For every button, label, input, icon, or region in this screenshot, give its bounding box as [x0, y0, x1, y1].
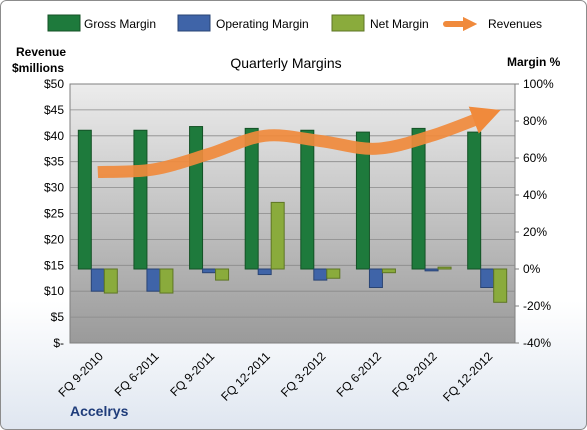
right-tick-label: 20% [523, 225, 547, 239]
left-tick-label: $35 [44, 155, 64, 169]
left-tick-label: $- [53, 336, 64, 350]
right-tick-label: -40% [523, 336, 551, 350]
gross-margin-bar [300, 129, 315, 270]
operating-margin-bar [368, 268, 383, 288]
right-tick-label: 60% [523, 151, 547, 165]
operating-margin-bar [480, 268, 495, 288]
left-tick-label: $45 [44, 103, 64, 117]
net-margin-bar [381, 268, 396, 274]
right-tick-label: 80% [523, 114, 547, 128]
right-axis-ticks: -40% -20% 0% 20% 40% 60% 80% 100% [515, 77, 554, 350]
revenues-line-path [97, 106, 501, 179]
left-tick-label: $40 [44, 129, 64, 143]
legend-label-gross-margin: Gross Margin [84, 17, 156, 31]
legend-label-operating-margin: Operating Margin [216, 17, 309, 31]
right-tick-label: 0% [523, 262, 541, 276]
bars [77, 126, 508, 303]
left-tick-label: $30 [44, 181, 64, 195]
operating-margin-bar [146, 268, 161, 292]
company-label: Accelrys [70, 403, 129, 419]
left-axis-title-line2: $millions [12, 61, 64, 75]
operating-margin-bar [257, 268, 272, 276]
gross-margin-bar [411, 127, 426, 270]
operating-margin-bar [202, 268, 217, 274]
legend-swatch-operating-margin [177, 14, 211, 32]
left-tick-label: $15 [44, 258, 64, 272]
net-margin-bar [326, 268, 341, 279]
left-tick-label: $20 [44, 232, 64, 246]
operating-margin-bar [424, 268, 439, 272]
chart-title: Quarterly Margins [230, 55, 341, 71]
gross-margin-bar [244, 127, 259, 270]
left-axis-ticks: $- $5 $10 $15 $20 $25 $30 $35 $40 $45 $50 [44, 77, 64, 350]
legend: Gross Margin Operating Margin Net Margin… [47, 14, 542, 32]
right-tick-label: -20% [523, 299, 551, 313]
net-margin-bar [103, 268, 118, 294]
legend-label-revenues: Revenues [488, 17, 542, 31]
legend-swatch-gross-margin [47, 14, 81, 32]
revenues-line [97, 106, 501, 179]
gross-margin-bar [355, 131, 370, 270]
net-margin-bar [215, 268, 230, 281]
net-margin-bar [493, 268, 508, 303]
net-margin-bar [437, 266, 452, 270]
operating-margin-bar [313, 268, 328, 281]
left-tick-label: $5 [51, 310, 65, 324]
right-tick-label: 100% [523, 77, 554, 91]
right-tick-label: 40% [523, 188, 547, 202]
net-margin-bar [270, 201, 285, 270]
legend-label-net-margin: Net Margin [370, 17, 429, 31]
legend-swatch-net-margin [331, 14, 365, 32]
right-axis-title: Margin % [507, 55, 561, 69]
left-tick-label: $10 [44, 284, 64, 298]
left-tick-label: $50 [44, 77, 64, 91]
gross-margin-bar [133, 129, 148, 270]
gross-margin-bar [467, 131, 482, 270]
net-margin-bar [159, 268, 174, 294]
operating-margin-bar [90, 268, 105, 292]
gross-margin-bar [189, 126, 204, 270]
left-axis-title-line1: Revenue [16, 45, 66, 59]
gross-margin-bar [77, 129, 92, 270]
left-tick-label: $25 [44, 207, 64, 221]
